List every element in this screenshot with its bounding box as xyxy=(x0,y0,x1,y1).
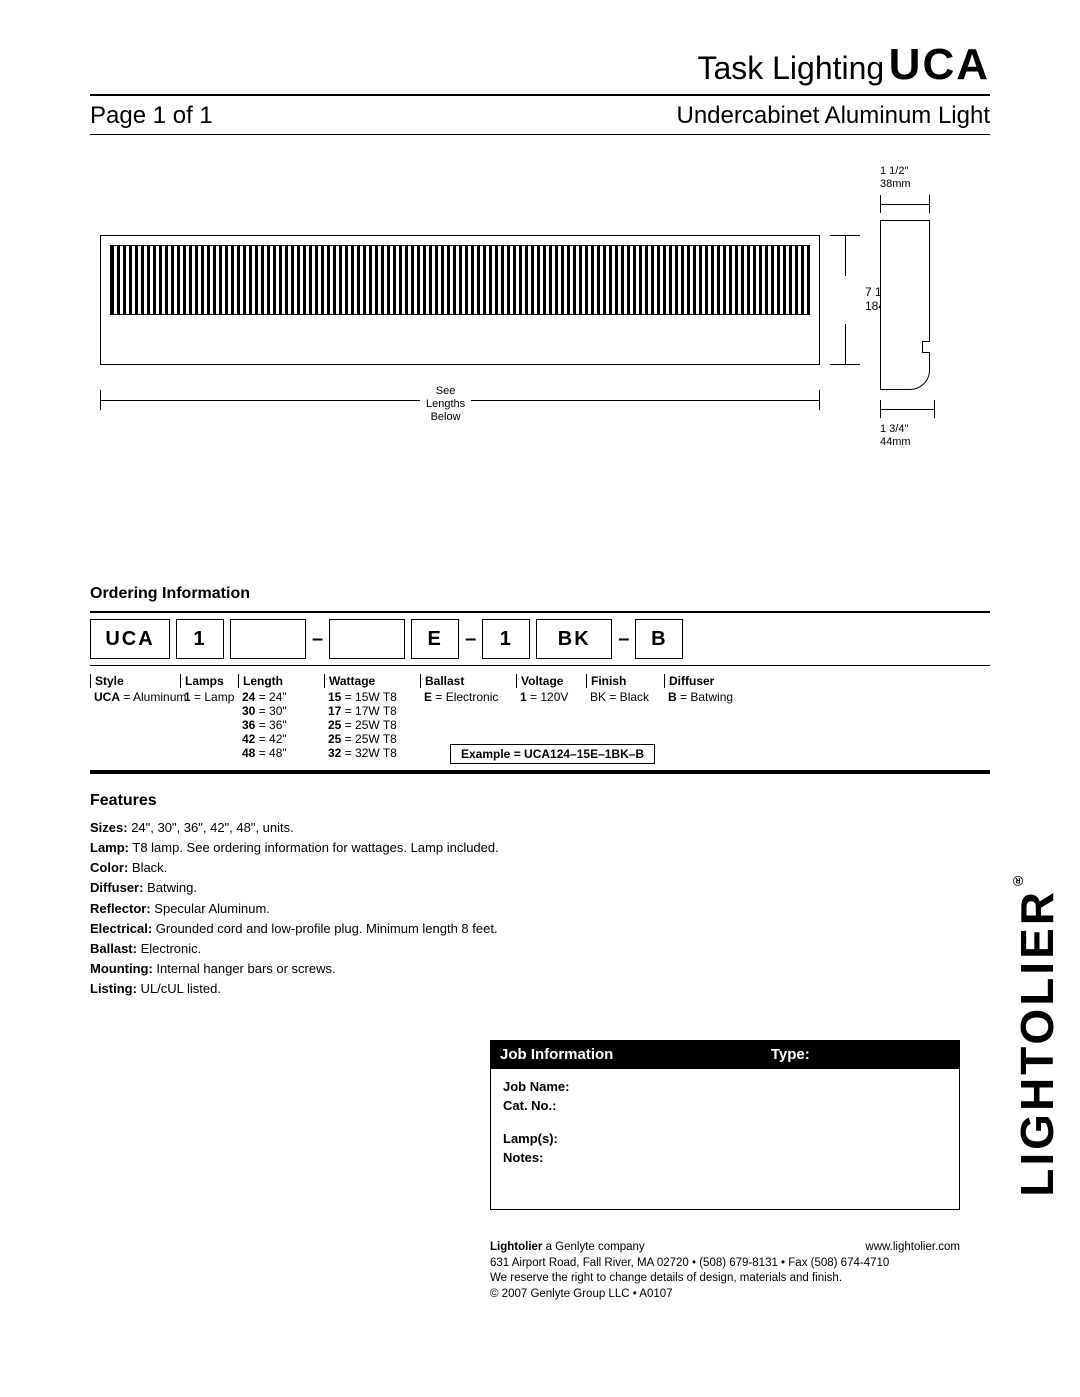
obox-style: UCA xyxy=(90,619,170,659)
feature-row: Listing: UL/cUL listed. xyxy=(90,979,990,999)
order-col-row: UCA = Aluminum xyxy=(90,690,174,704)
dim-length-label: See Lengths Below xyxy=(420,385,471,425)
cat-no-label: Cat. No.: xyxy=(503,1098,947,1113)
dim-side-bot-label: 1 3/4" 44mm xyxy=(880,423,911,449)
order-col: Wattage15 = 15W T817 = 17W T825 = 25W T8… xyxy=(324,674,414,760)
brand-text: LIGHTOLIER xyxy=(1011,889,1063,1197)
dim-len-3: Below xyxy=(431,411,461,423)
order-col-row: 25 = 25W T8 xyxy=(324,718,414,732)
side-notch xyxy=(922,341,930,353)
footer-url: www.lightolier.com xyxy=(865,1240,960,1256)
dim-side-top-in: 1 1/2" xyxy=(880,165,908,177)
header: Task Lighting UCA xyxy=(90,40,990,96)
job-info-body: Job Name: Cat. No.: Lamp(s): Notes: xyxy=(490,1069,960,1210)
order-col-row: 1 = Lamp xyxy=(180,690,232,704)
order-col-head: Voltage xyxy=(516,674,580,688)
order-col-head: Diffuser xyxy=(664,674,754,688)
order-col: Lamps 1 = Lamp xyxy=(180,674,232,760)
diagram-grille xyxy=(110,245,810,315)
dim-side-bot-mm: 44mm xyxy=(880,436,911,448)
job-info-type: Type: xyxy=(761,1040,960,1069)
footer: Lightolier a Genlyte company www.lightol… xyxy=(490,1240,960,1302)
footer-line4: © 2007 Genlyte Group LLC • A0107 xyxy=(490,1287,960,1303)
ordering-title: Ordering Information xyxy=(90,585,990,603)
order-col-head: Finish xyxy=(586,674,658,688)
order-col-row: 36 = 36" xyxy=(238,718,318,732)
dim-len-1: See xyxy=(436,385,456,397)
obox-length xyxy=(230,619,306,659)
footer-line3: We reserve the right to change details o… xyxy=(490,1271,960,1287)
order-col-row: 32 = 32W T8 xyxy=(324,746,414,760)
footer-company: a Genlyte company xyxy=(542,1241,644,1253)
dim-side-bot xyxy=(880,400,935,418)
obox-voltage: 1 xyxy=(482,619,530,659)
page-number: Page 1 of 1 xyxy=(90,102,213,130)
feature-row: Diffuser: Batwing. xyxy=(90,878,990,898)
feature-row: Ballast: Electronic. xyxy=(90,939,990,959)
ordering-boxes: UCA 1 – E – 1 BK – B xyxy=(90,611,990,666)
feature-row: Color: Black. xyxy=(90,858,990,878)
dim-height xyxy=(830,235,860,365)
order-col-head: Wattage xyxy=(324,674,414,688)
footer-brand: Lightolier xyxy=(490,1241,542,1253)
subheader: Page 1 of 1 Undercabinet Aluminum Light xyxy=(90,102,990,135)
job-name-label: Job Name: xyxy=(503,1079,947,1094)
order-col-row: BK = Black xyxy=(586,690,658,704)
feature-row: Lamp: T8 lamp. See ordering information … xyxy=(90,838,990,858)
order-col-row: 25 = 25W T8 xyxy=(324,732,414,746)
features-list: Sizes: 24", 30", 36", 42", 48", units.La… xyxy=(90,818,990,999)
diagram-side: 1 1/2" 38mm 1 3/4" 44mm xyxy=(880,195,980,455)
job-info: Job Information Type: Job Name: Cat. No.… xyxy=(490,1040,960,1210)
side-profile xyxy=(880,220,930,390)
order-col-head: Length xyxy=(238,674,318,688)
registered-icon: ® xyxy=(1010,870,1026,889)
feature-row: Sizes: 24", 30", 36", 42", 48", units. xyxy=(90,818,990,838)
footer-line2: 631 Airport Road, Fall River, MA 02720 •… xyxy=(490,1256,960,1272)
dim-len-2: Lengths xyxy=(426,398,465,410)
order-col-row: 24 = 24" xyxy=(238,690,318,704)
order-col-head: Style xyxy=(90,674,174,688)
obox-wattage xyxy=(329,619,405,659)
footer-line1: Lightolier a Genlyte company www.lightol… xyxy=(490,1240,960,1256)
feature-row: Electrical: Grounded cord and low-profil… xyxy=(90,919,990,939)
order-col-head: Lamps xyxy=(180,674,232,688)
order-col-head: Ballast xyxy=(420,674,510,688)
obox-ballast: E xyxy=(411,619,459,659)
order-col-row: 48 = 48" xyxy=(238,746,318,760)
order-col-row: 30 = 30" xyxy=(238,704,318,718)
feature-row: Mounting: Internal hanger bars or screws… xyxy=(90,959,990,979)
dash-icon: – xyxy=(465,628,476,651)
header-task: Task Lighting xyxy=(697,50,884,86)
features-title: Features xyxy=(90,792,990,810)
dim-side-bot-in: 1 3/4" xyxy=(880,423,908,435)
ordering-example: Example = UCA124–15E–1BK–B xyxy=(450,744,655,764)
order-col: Diffuser B = Batwing xyxy=(664,674,754,760)
ordering-table: Style UCA = Aluminum Lamps 1 = Lamp Length 24… xyxy=(90,674,990,774)
feature-row: Reflector: Specular Aluminum. xyxy=(90,899,990,919)
obox-diffuser: B xyxy=(635,619,683,659)
dash-icon: – xyxy=(618,628,629,651)
order-col-row: 15 = 15W T8 xyxy=(324,690,414,704)
obox-finish: BK xyxy=(536,619,612,659)
order-col-row: E = Electronic xyxy=(420,690,510,704)
brand-vertical: LIGHTOLIER® xyxy=(1010,870,1064,1197)
lamps-label: Lamp(s): xyxy=(503,1131,947,1146)
dim-side-top xyxy=(880,195,930,213)
notes-label: Notes: xyxy=(503,1150,947,1165)
order-col: Length 24 = 24"30 = 30"36 = 36"42 = 42"48… xyxy=(238,674,318,760)
order-col: Style UCA = Aluminum xyxy=(90,674,174,760)
job-info-title: Job Information xyxy=(490,1040,761,1069)
order-col-row: 17 = 17W T8 xyxy=(324,704,414,718)
dim-side-top-mm: 38mm xyxy=(880,178,911,190)
order-col-row: 1 = 120V xyxy=(516,690,580,704)
obox-lamps: 1 xyxy=(176,619,224,659)
order-col-row: B = Batwing xyxy=(664,690,754,704)
header-code: UCA xyxy=(889,40,990,89)
order-col-row: 42 = 42" xyxy=(238,732,318,746)
dim-side-top-label: 1 1/2" 38mm xyxy=(880,165,911,191)
subtitle: Undercabinet Aluminum Light xyxy=(676,102,990,130)
dash-icon: – xyxy=(312,628,323,651)
job-info-header: Job Information Type: xyxy=(490,1040,960,1069)
diagram: 7 1/4" 184mm See Lengths Below 1 1/2" 38… xyxy=(90,195,990,495)
